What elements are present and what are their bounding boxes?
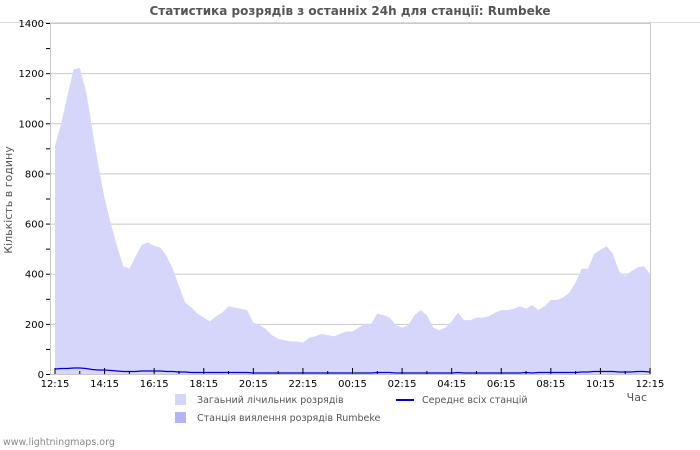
- svg-text:22:15: 22:15: [289, 379, 318, 390]
- legend-swatch-total: [175, 394, 186, 405]
- footer-link[interactable]: www.lightningmaps.org: [3, 437, 115, 448]
- svg-text:14:15: 14:15: [90, 379, 119, 390]
- chart-title: Статистика розрядів з останніх 24h для с…: [149, 4, 550, 18]
- total-count-area: [55, 68, 650, 374]
- legend: Загаьний лічильник розрядів Середнє всіх…: [175, 394, 528, 424]
- svg-text:1000: 1000: [19, 119, 44, 130]
- svg-text:16:15: 16:15: [140, 379, 169, 390]
- svg-text:06:15: 06:15: [487, 379, 516, 390]
- svg-text:10:15: 10:15: [586, 379, 615, 390]
- svg-text:00:15: 00:15: [338, 379, 367, 390]
- svg-text:08:15: 08:15: [536, 379, 565, 390]
- svg-text:1400: 1400: [19, 19, 44, 30]
- svg-text:12:15: 12:15: [636, 379, 665, 390]
- svg-text:200: 200: [25, 320, 44, 331]
- svg-text:400: 400: [25, 270, 44, 281]
- svg-text:18:15: 18:15: [189, 379, 218, 390]
- svg-text:12:15: 12:15: [41, 379, 70, 390]
- svg-text:0: 0: [38, 370, 44, 381]
- svg-text:02:15: 02:15: [388, 379, 417, 390]
- svg-text:600: 600: [25, 220, 44, 231]
- legend-label-average: Середнє всіх станцій: [422, 395, 528, 406]
- legend-label-total: Загаьний лічильник розрядів: [197, 395, 344, 406]
- axes: [50, 23, 651, 375]
- svg-text:1200: 1200: [19, 69, 44, 80]
- svg-text:20:15: 20:15: [239, 379, 268, 390]
- legend-label-station: Станція виялення розрядів Rumbeke: [197, 413, 381, 424]
- svg-text:04:15: 04:15: [437, 379, 466, 390]
- x-axis-ticks: 12:15 14:15 16:15 18:15 20:15 22:15 00:15 02:15…: [41, 368, 665, 390]
- y-axis-title: Кількість в годину: [2, 146, 15, 254]
- x-axis-title: Час: [627, 391, 647, 404]
- svg-text:800: 800: [25, 169, 44, 180]
- legend-swatch-station: [175, 412, 186, 423]
- y-axis-ticks: 0 200 400 600 800 1000 1200 1400: [19, 19, 50, 381]
